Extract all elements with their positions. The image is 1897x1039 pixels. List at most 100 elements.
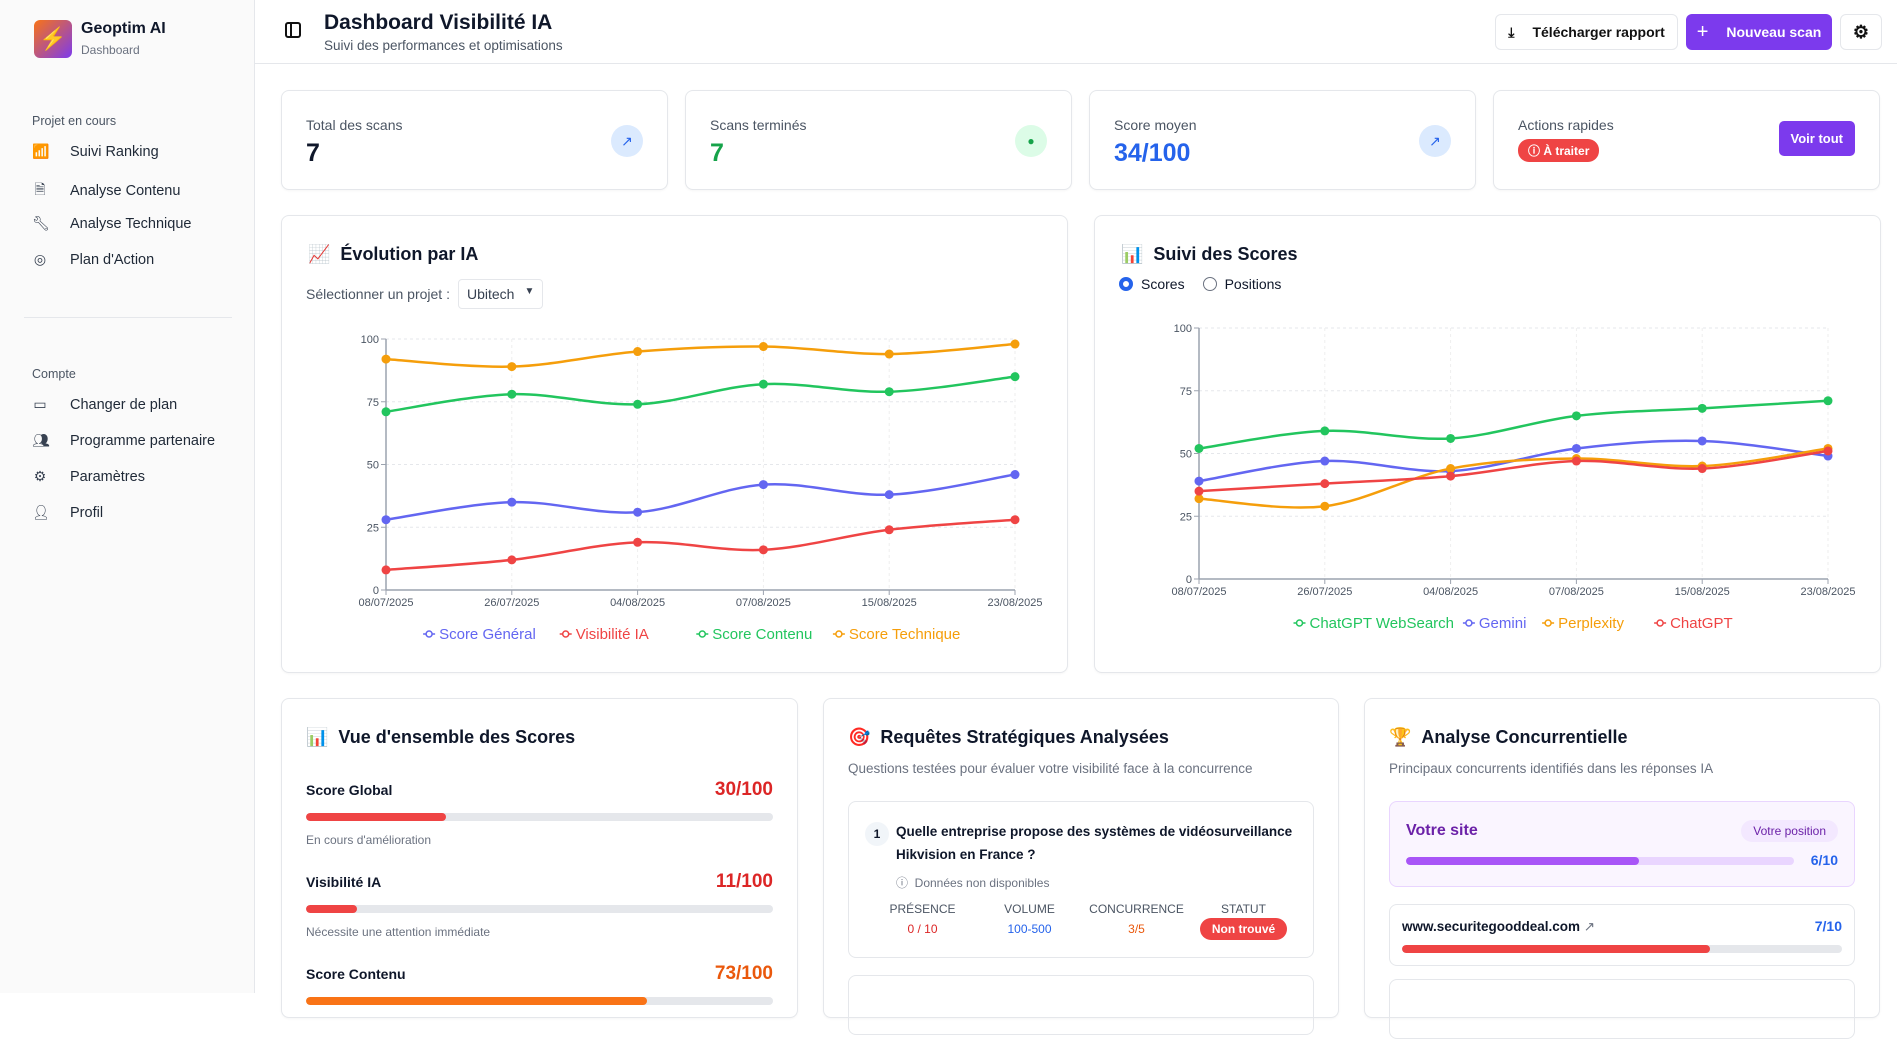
competition-label: CONCURRENCE [1089,902,1184,916]
sidebar-item-analyse-technique[interactable]: 🔧︎ Analyse Technique [32,215,191,232]
x-tick-label: 07/08/2025 [736,597,791,609]
legend-label: ChatGPT [1670,615,1733,632]
legend-label: Visibilité IA [576,626,649,643]
data-point [633,537,643,547]
data-point [381,515,391,525]
badge-label: À traiter [1543,144,1590,158]
chevron-down-icon: ▼ [524,286,535,297]
sidebar-item-suivi-ranking[interactable]: 📶 Suivi Ranking [32,143,159,160]
data-point [884,387,894,397]
stat-label: Total des scans [306,117,403,133]
chart-legend: ChatGPT WebSearch Gemini Perplexity ChatGPT [1293,615,1733,632]
page-title: Dashboard Visibilité IA [324,11,553,34]
radio-positions-label: Positions [1224,276,1282,292]
score-tracking-chart-card: 📊 Suivi des Scores Scores Positions 0 25 50… [1094,215,1881,673]
legend-marker-icon [1295,619,1304,627]
data-point [1194,443,1204,453]
radio-scores[interactable] [1119,277,1133,291]
app-subtitle: Dashboard [81,43,140,57]
target-icon: ◎ [33,251,47,267]
stat-card-completed-scans: Scans terminés 7 ● [685,90,1072,190]
page-subtitle: Suivi des performances et optimisations [324,38,563,53]
series-line-score-technique [385,342,1016,368]
sidebar-item-parametres[interactable]: ⚙ Paramètres [32,468,145,485]
see-all-button[interactable]: Voir tout [1778,121,1855,156]
x-tick-label: 23/08/2025 [1800,586,1855,598]
query-number: 1 [865,822,889,846]
stat-label: Score moyen [1114,117,1197,133]
y-tick-label: 75 [1180,386,1192,398]
sidebar-toggle-icon[interactable] [285,22,301,38]
sidebar-item-analyse-contenu[interactable]: 🗎 Analyse Contenu [32,179,180,203]
status-label: STATUT [1221,902,1266,916]
y-tick-label: 0 [373,585,379,597]
score-tracking-line-chart: 0 25 50 75 100 08/07/2025 26/07/2025 04/08/2025… [1171,323,1855,632]
legend-marker-icon [698,630,707,638]
sidebar-item-programme-partenaire[interactable]: 👥︎ Programme partenaire [32,432,215,449]
radio-positions[interactable] [1202,277,1217,291]
data-point [1194,476,1204,486]
sidebar-item-plan-action[interactable]: ◎ Plan d'Action [32,251,154,268]
chart-emoji-icon: 📊 [306,727,329,747]
your-position-badge: Votre position [1741,820,1838,842]
card-title: 📊 Vue d'ensemble des Scores [306,727,575,748]
new-scan-label: Nouveau scan [1726,24,1822,40]
data-point [1823,446,1833,456]
data-point [1446,464,1456,474]
x-tick-label: 07/08/2025 [1549,586,1604,598]
title-text: Vue d'ensemble des Scores [338,727,576,747]
new-scan-button[interactable]: + Nouveau scan [1686,14,1832,50]
chart-legend: Score Général Visibilité IA Score Contenu S… [423,626,960,643]
data-point [1010,339,1020,349]
data-point [884,525,894,535]
settings-button[interactable]: ⚙ [1840,14,1882,50]
legend-marker-icon [425,630,433,638]
presence-label: PRÉSENCE [889,902,956,916]
app-logo: ⚡ [34,20,72,58]
x-tick-label: 15/08/2025 [862,597,917,609]
data-point [507,389,517,399]
sidebar-item-label: Profil [70,504,104,521]
score-value: 11/100 [715,871,773,892]
score-overview-card: 📊 Vue d'ensemble des Scores Score Global 3… [281,698,798,1018]
data-point [1823,396,1833,406]
x-tick-label: 08/07/2025 [1171,586,1226,598]
app-name: Geoptim AI [81,20,166,37]
project-select[interactable]: Ubitech ▼ [457,279,544,309]
stat-label: Actions rapides [1518,117,1614,133]
query-info: ⓘ Données non disponibles [896,874,1049,891]
data-point [1194,494,1204,504]
data-point [381,354,391,364]
sidebar-item-profil[interactable]: 👤︎ Profil [32,504,103,521]
y-tick-label: 0 [1186,574,1192,586]
legend-label: Perplexity [1558,615,1624,632]
sidebar-divider [24,317,232,318]
score-progress-bar [306,813,773,821]
data-point [758,480,768,490]
legend-label: Score Contenu [712,626,812,643]
section-label-project: Projet en cours [32,114,117,128]
data-point [1446,471,1456,481]
stat-value: 7 [306,139,320,167]
data-point [507,362,517,372]
evolution-line-chart: 0 25 50 75 100 08/07/2025 26/07/2025 04/08/2025… [358,334,1042,643]
competitor-analysis-card: 🏆 Analyse Concurrentielle Principaux conc… [1364,698,1880,1039]
score-note: Nécessite une attention immédiate [306,925,491,939]
data-point [1194,486,1204,496]
download-report-button[interactable]: ⤓ Télécharger rapport [1495,14,1678,50]
user-icon: 👤︎ [32,504,50,520]
score-label: Score Contenu [306,966,406,982]
sidebar-item-label: Plan d'Action [70,251,155,268]
data-point [507,555,517,565]
query-item[interactable]: 1 Quelle entreprise propose des systèmes… [848,801,1314,958]
sidebar-item-changer-plan[interactable]: ▭ Changer de plan [32,396,177,413]
legend-label: Score Général [439,626,536,643]
your-site-score: 6/10 [1810,852,1838,868]
query-question: Quelle entreprise propose des systèmes d… [896,824,1293,862]
query-item[interactable] [848,975,1314,1035]
series-line-visibilité-ia [385,518,1016,572]
data-point [758,545,768,555]
gear-icon: ⚙ [1852,21,1870,42]
competitor-domain-link[interactable]: www.securitegooddeal.com ↗ [1402,919,1595,935]
volume-value: 100-500 [1007,922,1052,936]
